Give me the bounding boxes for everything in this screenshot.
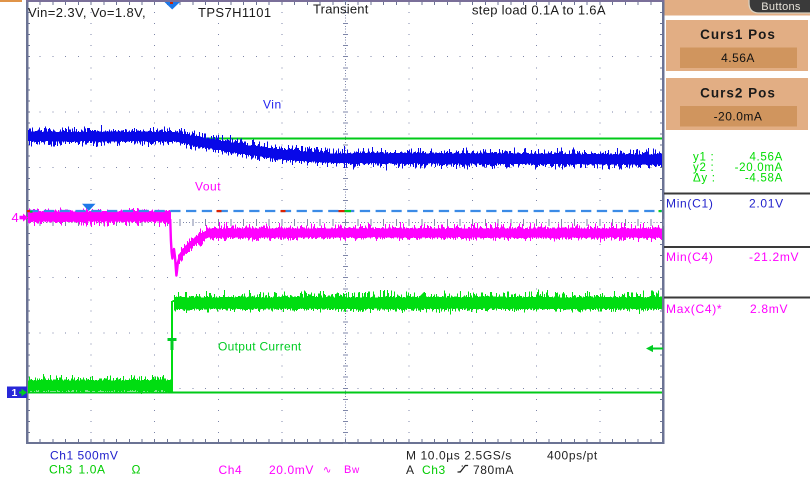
svg-text:2.01V: 2.01V	[749, 197, 784, 211]
svg-text:4.56A: 4.56A	[749, 152, 783, 164]
svg-text:y1 :: y1 :	[693, 152, 714, 164]
svg-text:2.8mV: 2.8mV	[750, 302, 788, 316]
svg-text:A: A	[406, 463, 415, 477]
svg-text:1: 1	[12, 387, 18, 399]
svg-text:Curs1 Pos: Curs1 Pos	[700, 27, 776, 42]
svg-text:Curs2 Pos: Curs2 Pos	[700, 86, 776, 101]
svg-text:Min(C4): Min(C4)	[666, 250, 714, 264]
svg-text:B: B	[344, 464, 352, 476]
svg-text:-20.0mA: -20.0mA	[714, 110, 763, 124]
svg-text:780mA: 780mA	[473, 463, 514, 477]
svg-text:Ω: Ω	[132, 463, 142, 477]
svg-text:Buttons: Buttons	[761, 1, 801, 13]
svg-text:Ch3: Ch3	[49, 463, 73, 477]
svg-text:Vin: Vin	[263, 98, 282, 112]
svg-text:Δy :: Δy :	[693, 173, 716, 185]
svg-text:step load 0.1A to 1.6A: step load 0.1A to 1.6A	[472, 3, 606, 18]
svg-text:M 10.0µs 2.5GS/s: M 10.0µs 2.5GS/s	[406, 449, 512, 463]
svg-text:w: w	[351, 465, 360, 476]
svg-text:y2 :: y2 :	[693, 162, 714, 174]
svg-text:-4.58A: -4.58A	[745, 173, 783, 185]
svg-text:Vout: Vout	[195, 180, 221, 194]
svg-text:500mV: 500mV	[78, 449, 119, 463]
svg-text:Ch1: Ch1	[50, 449, 74, 463]
svg-text:Max(C4)*: Max(C4)*	[666, 302, 722, 316]
svg-text:∿: ∿	[323, 465, 332, 476]
svg-text:400ps/pt: 400ps/pt	[547, 449, 598, 463]
svg-text:Output Current: Output Current	[218, 340, 302, 354]
svg-text:1.0A: 1.0A	[79, 463, 106, 477]
svg-text:-21.2mV: -21.2mV	[749, 250, 799, 264]
svg-text:20.0mV: 20.0mV	[269, 463, 314, 477]
svg-text:Vin=2.3V, Vo=1.8V,: Vin=2.3V, Vo=1.8V,	[28, 5, 146, 20]
svg-text:-20.0mA: -20.0mA	[735, 162, 783, 174]
svg-text:Transient: Transient	[313, 2, 369, 17]
svg-text:Ch3: Ch3	[422, 463, 446, 477]
svg-text:Min(C1): Min(C1)	[666, 197, 714, 211]
svg-text:4: 4	[12, 210, 19, 225]
svg-text:TPS7H1101: TPS7H1101	[198, 5, 271, 20]
svg-text:Ch4: Ch4	[219, 463, 243, 477]
svg-text:4.56A: 4.56A	[721, 51, 755, 65]
